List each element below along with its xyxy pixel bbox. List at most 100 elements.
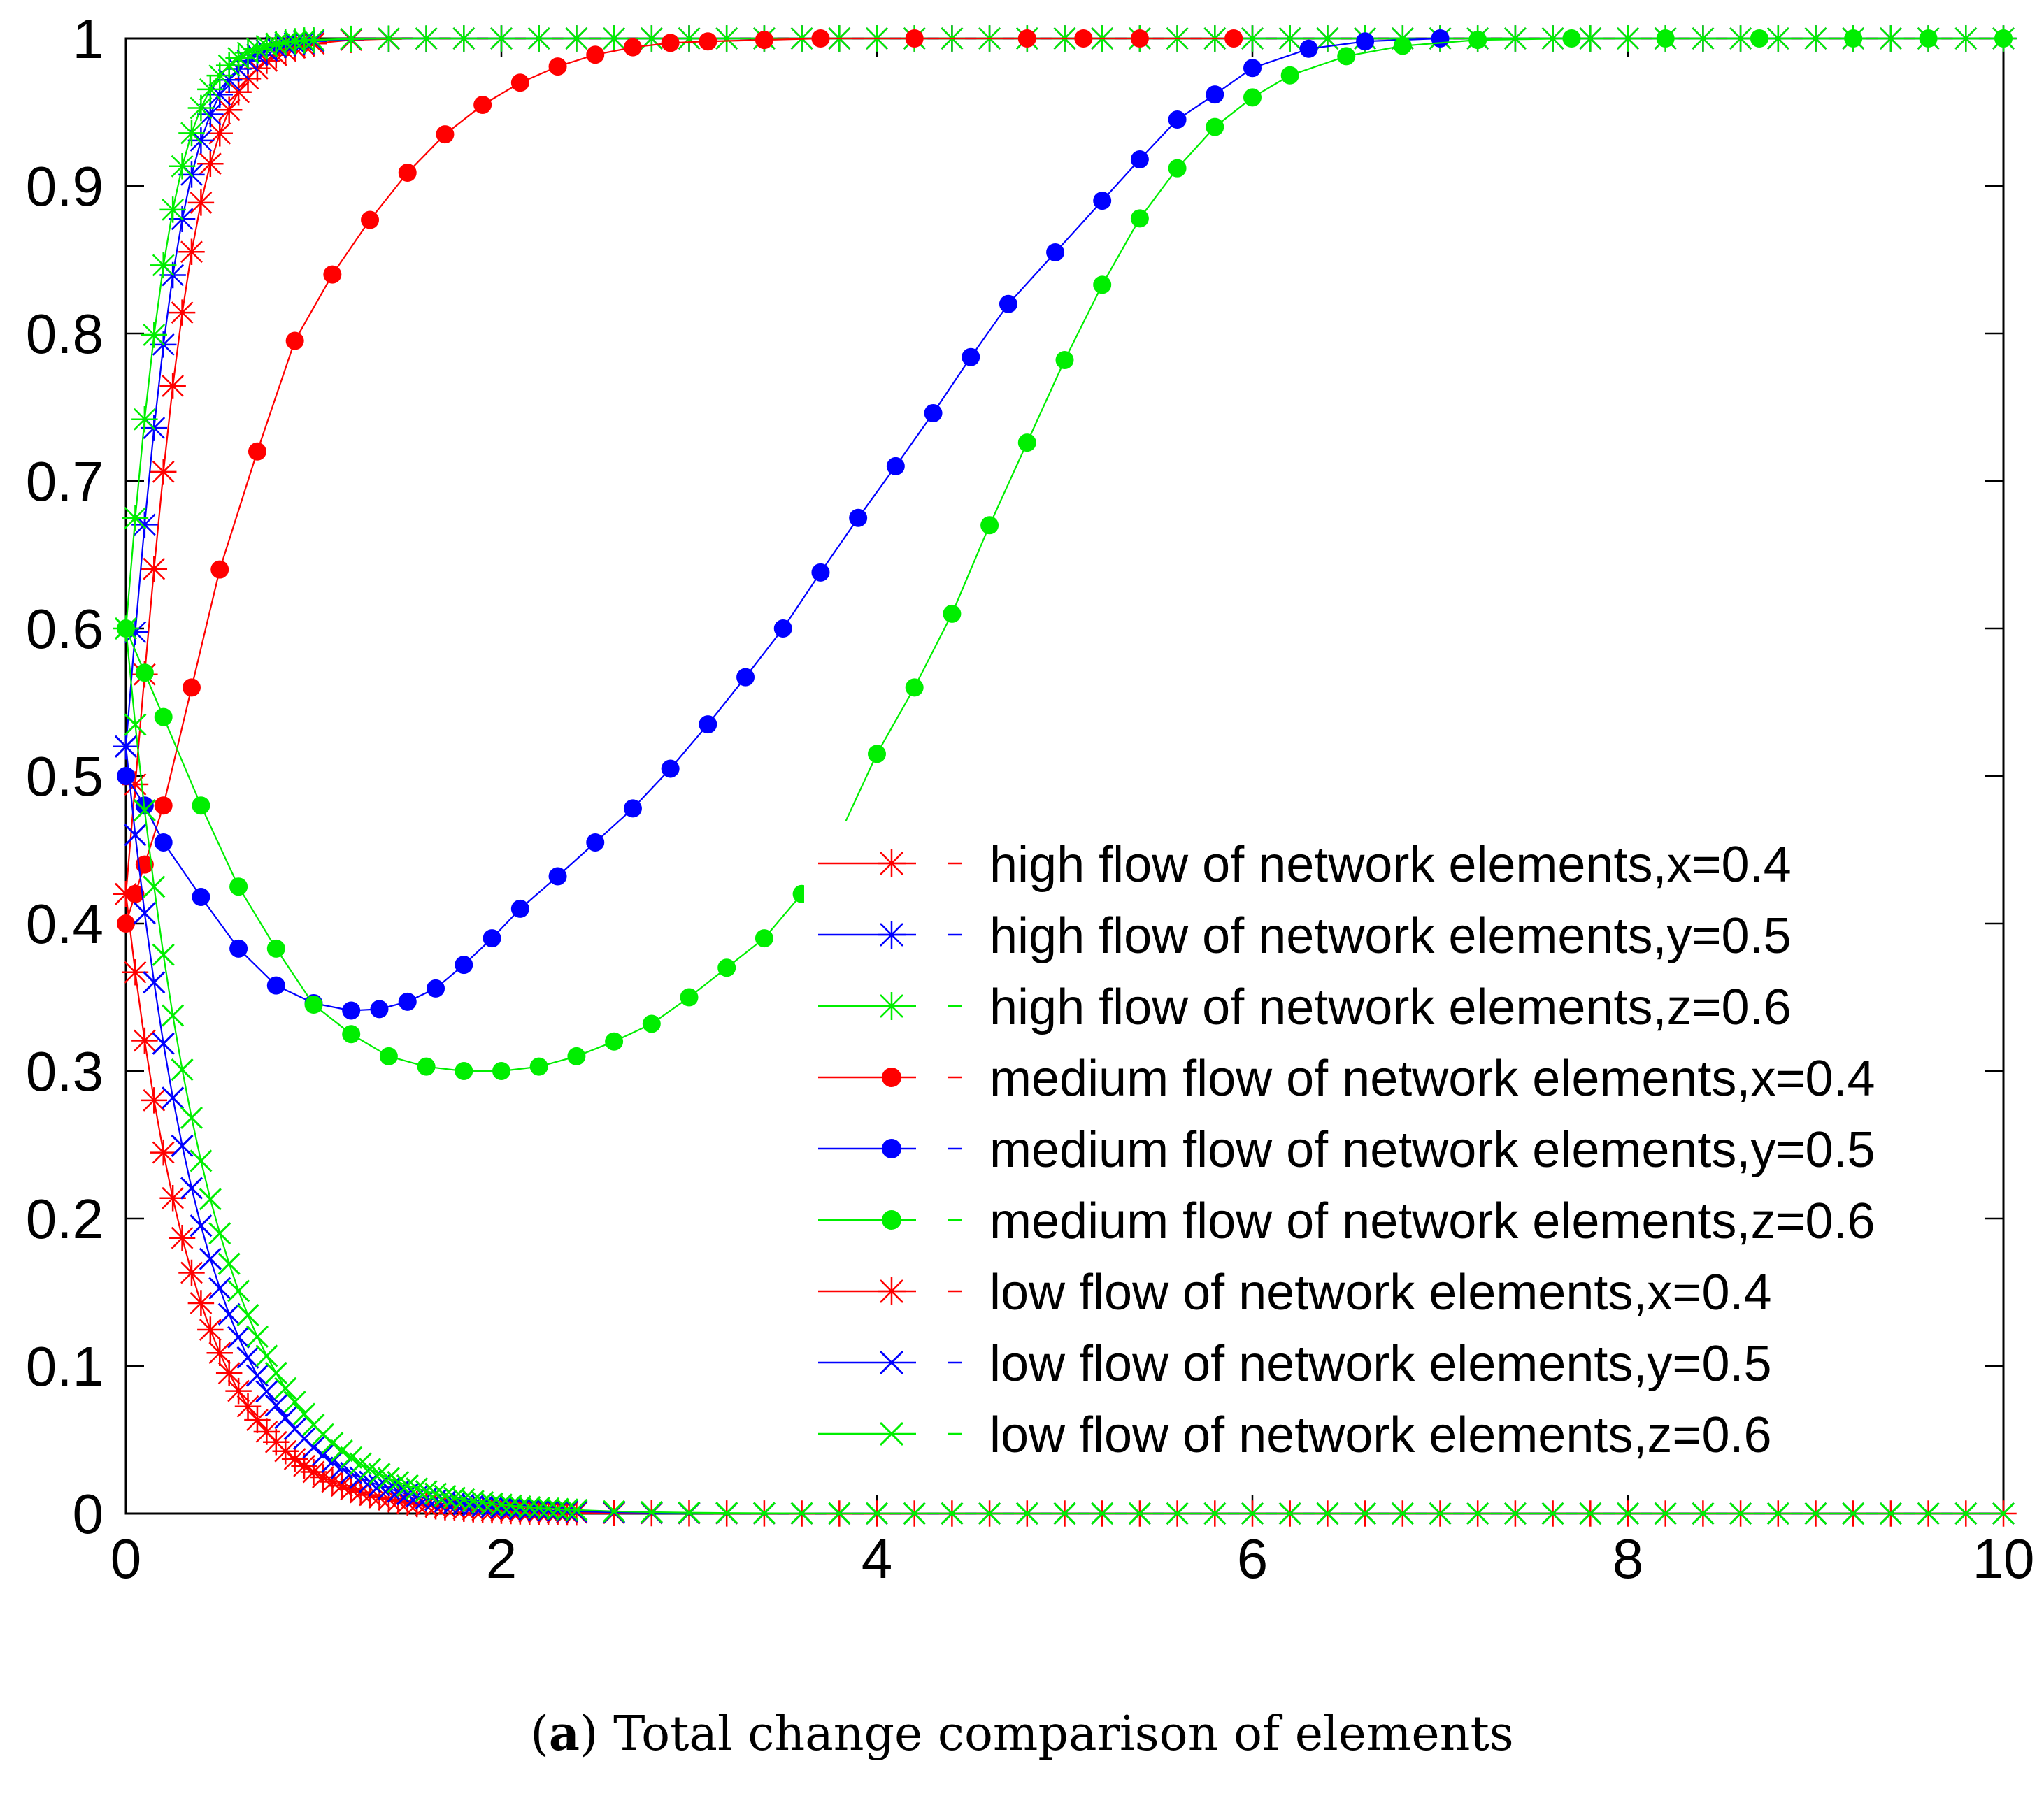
data-point	[190, 1149, 213, 1172]
legend-marker	[878, 849, 906, 877]
legend-marker	[879, 1350, 904, 1375]
data-point	[264, 1394, 287, 1417]
data-point	[206, 120, 233, 147]
data-point	[396, 1474, 419, 1497]
legend-marker	[878, 992, 906, 1020]
data-point	[217, 1302, 241, 1326]
data-point	[245, 1364, 269, 1387]
data-point	[1015, 1502, 1038, 1525]
legend-label: high flow of network elements,y=0.5	[989, 908, 1792, 964]
data-point	[886, 457, 905, 475]
data-point	[1994, 29, 2013, 48]
data-point	[699, 715, 717, 734]
data-point	[253, 32, 280, 59]
data-point	[1203, 1502, 1227, 1525]
series-8	[114, 617, 2015, 1525]
data-point	[548, 867, 567, 886]
data-point	[1280, 66, 1299, 85]
data-point	[338, 1476, 364, 1503]
data-point	[236, 1304, 259, 1327]
data-point	[1729, 1502, 1752, 1525]
data-point	[227, 1326, 250, 1349]
data-point	[555, 1498, 579, 1521]
data-point	[962, 347, 980, 366]
data-point	[187, 189, 215, 216]
data-point	[717, 958, 736, 977]
data-point	[319, 1468, 346, 1495]
data-point	[1502, 25, 1529, 52]
data-point	[567, 1047, 586, 1065]
data-point	[905, 678, 924, 697]
legend-entry-3: medium flow of network elements,x=0.4	[818, 1051, 1875, 1107]
data-point	[234, 1393, 262, 1420]
data-point	[452, 1488, 476, 1511]
data-point	[450, 25, 478, 52]
y-tick-label: 0.3	[26, 1040, 103, 1102]
data-point	[1206, 117, 1224, 136]
data-point	[525, 25, 552, 52]
data-point	[941, 1502, 964, 1525]
data-point	[565, 1498, 588, 1521]
data-point	[455, 956, 473, 975]
data-point	[217, 1252, 241, 1275]
data-point	[508, 1495, 531, 1518]
data-point	[1750, 29, 1768, 48]
data-point	[1299, 39, 1318, 58]
data-point	[1278, 1502, 1301, 1525]
data-point	[1243, 88, 1262, 107]
data-point	[187, 127, 215, 154]
x-tick-label: 8	[1613, 1528, 1644, 1590]
data-point	[159, 373, 186, 399]
data-point	[255, 1380, 278, 1403]
data-point	[330, 1439, 353, 1463]
data-point	[376, 25, 402, 52]
data-point	[133, 799, 156, 822]
data-point	[210, 560, 229, 579]
x-tick-label: 6	[1237, 1528, 1268, 1590]
data-point	[1692, 1502, 1715, 1525]
data-point	[492, 1062, 510, 1080]
data-point	[406, 1477, 429, 1500]
data-point	[661, 34, 680, 52]
data-point	[117, 767, 135, 785]
legend-marker	[882, 1210, 901, 1230]
data-point	[398, 992, 417, 1011]
data-point	[323, 265, 342, 284]
data-point	[370, 1000, 389, 1019]
data-point	[178, 120, 205, 147]
data-point	[623, 799, 642, 818]
data-point	[215, 1360, 243, 1387]
data-point	[755, 31, 773, 50]
data-point	[537, 1497, 560, 1520]
caption-text: Total change comparison of elements	[613, 1707, 1514, 1762]
data-point	[302, 1436, 325, 1459]
data-point	[1766, 1502, 1789, 1525]
data-point	[1919, 29, 1938, 48]
data-point	[563, 25, 590, 52]
data-point	[529, 1057, 548, 1076]
data-point	[244, 55, 271, 82]
data-point	[480, 1492, 503, 1515]
data-point	[713, 25, 740, 52]
data-point	[436, 125, 455, 144]
data-point	[197, 1316, 224, 1343]
data-point	[1579, 1502, 1602, 1525]
data-point	[215, 66, 243, 93]
data-point	[1954, 1502, 1978, 1525]
data-point	[150, 252, 177, 279]
data-point	[304, 996, 323, 1014]
data-point	[122, 958, 149, 986]
data-point	[462, 1489, 485, 1513]
legend-marker	[879, 1421, 904, 1446]
legend: high flow of network elements,x=0.4 high …	[804, 821, 1979, 1477]
data-point	[1656, 29, 1675, 48]
data-point	[131, 406, 158, 433]
figure-caption: (a) Total change comparison of elements	[530, 1706, 1514, 1762]
data-point	[192, 796, 210, 815]
data-point	[434, 1484, 457, 1507]
data-point	[154, 707, 173, 726]
data-point	[811, 29, 830, 48]
data-point	[638, 25, 665, 52]
data-point	[905, 29, 924, 48]
data-point	[943, 604, 962, 623]
